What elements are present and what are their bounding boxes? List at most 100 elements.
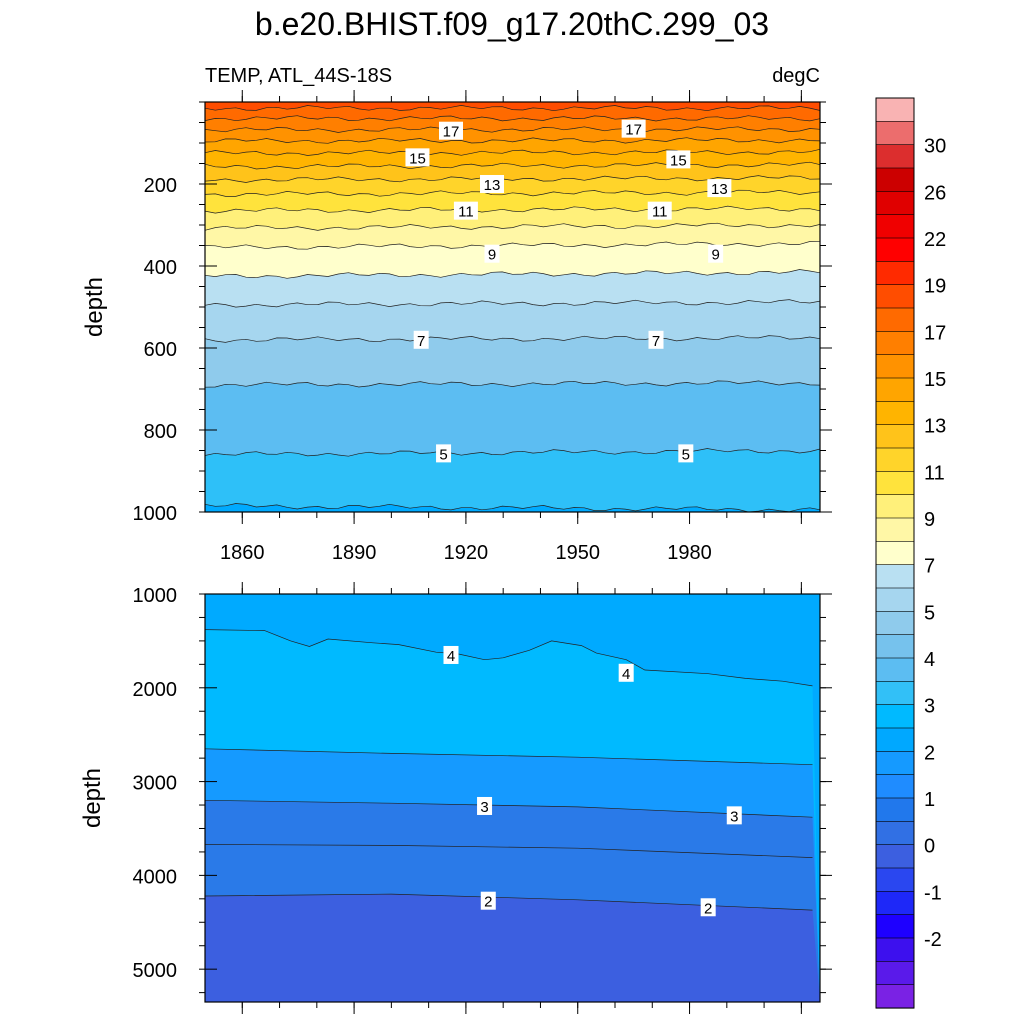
contour-label: 2 (484, 894, 492, 911)
colorbar-label: 1 (924, 789, 935, 811)
colorbar-label: 11 (924, 462, 945, 484)
contour-line (204, 629, 813, 687)
contour-label-box (618, 663, 634, 682)
colorbar-swatch (875, 121, 915, 146)
colorbar-label: 3 (924, 696, 935, 718)
y-tick-label: 1000 (133, 503, 178, 525)
colorbar-label: 7 (924, 556, 935, 578)
contour-band (205, 448, 820, 512)
colorbar-swatch (875, 821, 915, 846)
contour-line (204, 299, 821, 308)
contour-label-box (413, 330, 429, 349)
contour-line (204, 126, 821, 133)
colorbar-label: 17 (924, 322, 946, 344)
contour-label-box (484, 244, 500, 263)
colorbar-swatch (875, 891, 915, 916)
contour-line (204, 222, 821, 231)
x-tick-label: 1950 (555, 542, 600, 564)
colorbar-label: 0 (924, 836, 935, 858)
x-tick-label: 1860 (220, 542, 265, 564)
colorbar-swatch (875, 447, 915, 472)
contour-label-box (647, 201, 672, 220)
y-tick-label: 5000 (133, 960, 178, 982)
contour-label-box (666, 150, 691, 169)
contour-line (204, 175, 821, 183)
y-tick-label: 4000 (133, 866, 178, 888)
colorbar-label: 2 (924, 742, 935, 764)
colorbar-swatch (875, 704, 915, 729)
colorbar-swatch (875, 424, 915, 449)
colorbar-swatch (875, 331, 915, 356)
colorbar-swatch (875, 914, 915, 939)
y-tick-label: 2000 (133, 679, 178, 701)
contour-label-box (700, 898, 716, 917)
contour-line (204, 105, 821, 112)
y-tick-label: 1000 (133, 585, 178, 607)
colorbar-label: 22 (924, 229, 946, 251)
contour-label: 11 (458, 204, 474, 221)
x-tick-label: 1980 (667, 542, 712, 564)
contour-label-box (648, 330, 664, 349)
colorbar-swatch (875, 727, 915, 752)
colorbar-swatch (875, 144, 915, 169)
contour-line (204, 748, 813, 766)
contour-label: 13 (484, 177, 501, 194)
colorbar-swatch (875, 167, 915, 192)
colorbar-swatch (875, 961, 915, 986)
colorbar-label: 4 (924, 649, 935, 671)
contour-band (205, 894, 820, 1002)
contour-label-box (480, 175, 504, 193)
x-tick-label: 1890 (332, 542, 377, 564)
colorbar-swatch (875, 797, 915, 822)
contour-label: 3 (480, 799, 488, 816)
colorbar-swatch (875, 191, 915, 216)
colorbar-swatch (875, 214, 915, 239)
contour-label: 7 (652, 333, 660, 350)
contour-line (204, 269, 821, 279)
contour-label: 4 (447, 648, 455, 665)
colorbar-label: -1 (924, 882, 942, 904)
contour-label: 5 (439, 446, 447, 463)
contour-label: 17 (625, 122, 642, 139)
panel-frame (204, 593, 821, 1003)
contour-line (204, 115, 821, 122)
contour-line (204, 844, 813, 858)
colorbar-swatch (875, 611, 915, 636)
colorbar-label: -2 (924, 929, 942, 951)
colorbar-label: 5 (924, 602, 935, 624)
contour-label-box (436, 444, 452, 463)
colorbar-swatch (875, 867, 915, 892)
contour-label: 17 (443, 124, 460, 141)
colorbar-label: 30 (924, 136, 946, 158)
contour-label-box (480, 891, 496, 910)
colorbar-label: 9 (924, 509, 935, 531)
contour-label: 9 (488, 247, 496, 264)
colorbar-frame (875, 97, 915, 1009)
contour-label-box (707, 179, 732, 198)
y-tick-label: 3000 (133, 773, 178, 795)
contour-label-box (439, 121, 463, 140)
contour-label: 4 (622, 666, 630, 683)
colorbar-swatch (875, 657, 915, 682)
colorbar-swatch (875, 937, 915, 962)
upper-y-axis-label: depth (81, 277, 108, 337)
contour-line (204, 448, 821, 457)
colorbar-swatch (875, 284, 915, 309)
contour-label: 15 (670, 152, 687, 169)
colorbar-label: 19 (924, 276, 946, 298)
contour-label-box (405, 148, 430, 167)
colorbar-swatch (875, 494, 915, 519)
colorbar-swatch (875, 774, 915, 799)
contour-label: 3 (730, 808, 738, 825)
colorbar-label: 13 (924, 416, 946, 438)
contour-label: 7 (417, 333, 425, 350)
contour-line (204, 380, 821, 388)
contour-label-box (708, 244, 724, 263)
chart-title: b.e20.BHIST.f09_g17.20thC.299_03 (255, 6, 769, 42)
upper-panel: 17 17 15 15 13 13 11 11 9 9 7 7 5 5 200 400 600 800 1000 18… (133, 90, 832, 564)
contour-label-box (477, 796, 493, 815)
colorbar-swatch (875, 377, 915, 402)
colorbar-swatch (875, 354, 915, 379)
contour-label: 2 (704, 900, 712, 917)
